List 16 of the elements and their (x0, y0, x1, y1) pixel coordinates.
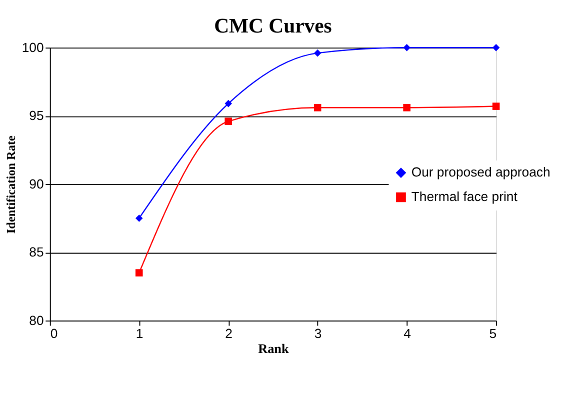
x-tick-label: 4 (404, 326, 411, 341)
y-tick-label: 90 (29, 176, 44, 192)
x-tick-label: 5 (489, 326, 497, 341)
y-tick-label: 100 (22, 40, 44, 55)
x-axis-title: Rank (258, 341, 290, 356)
y-tick-label: 85 (29, 244, 44, 260)
x-tick-label: 0 (50, 326, 58, 341)
legend-label: Our proposed approach (411, 164, 550, 180)
y-axis-title: Identification Rate (4, 134, 18, 234)
x-tick-label: 1 (136, 326, 144, 341)
x-tick-label: 2 (225, 326, 232, 341)
x-tick-label: 3 (314, 326, 322, 341)
y-tick-label: 80 (29, 312, 44, 328)
y-tick-label: 95 (29, 108, 44, 124)
legend-label: Thermal face print (411, 189, 518, 204)
chart-title: CMC Curves (214, 16, 332, 38)
